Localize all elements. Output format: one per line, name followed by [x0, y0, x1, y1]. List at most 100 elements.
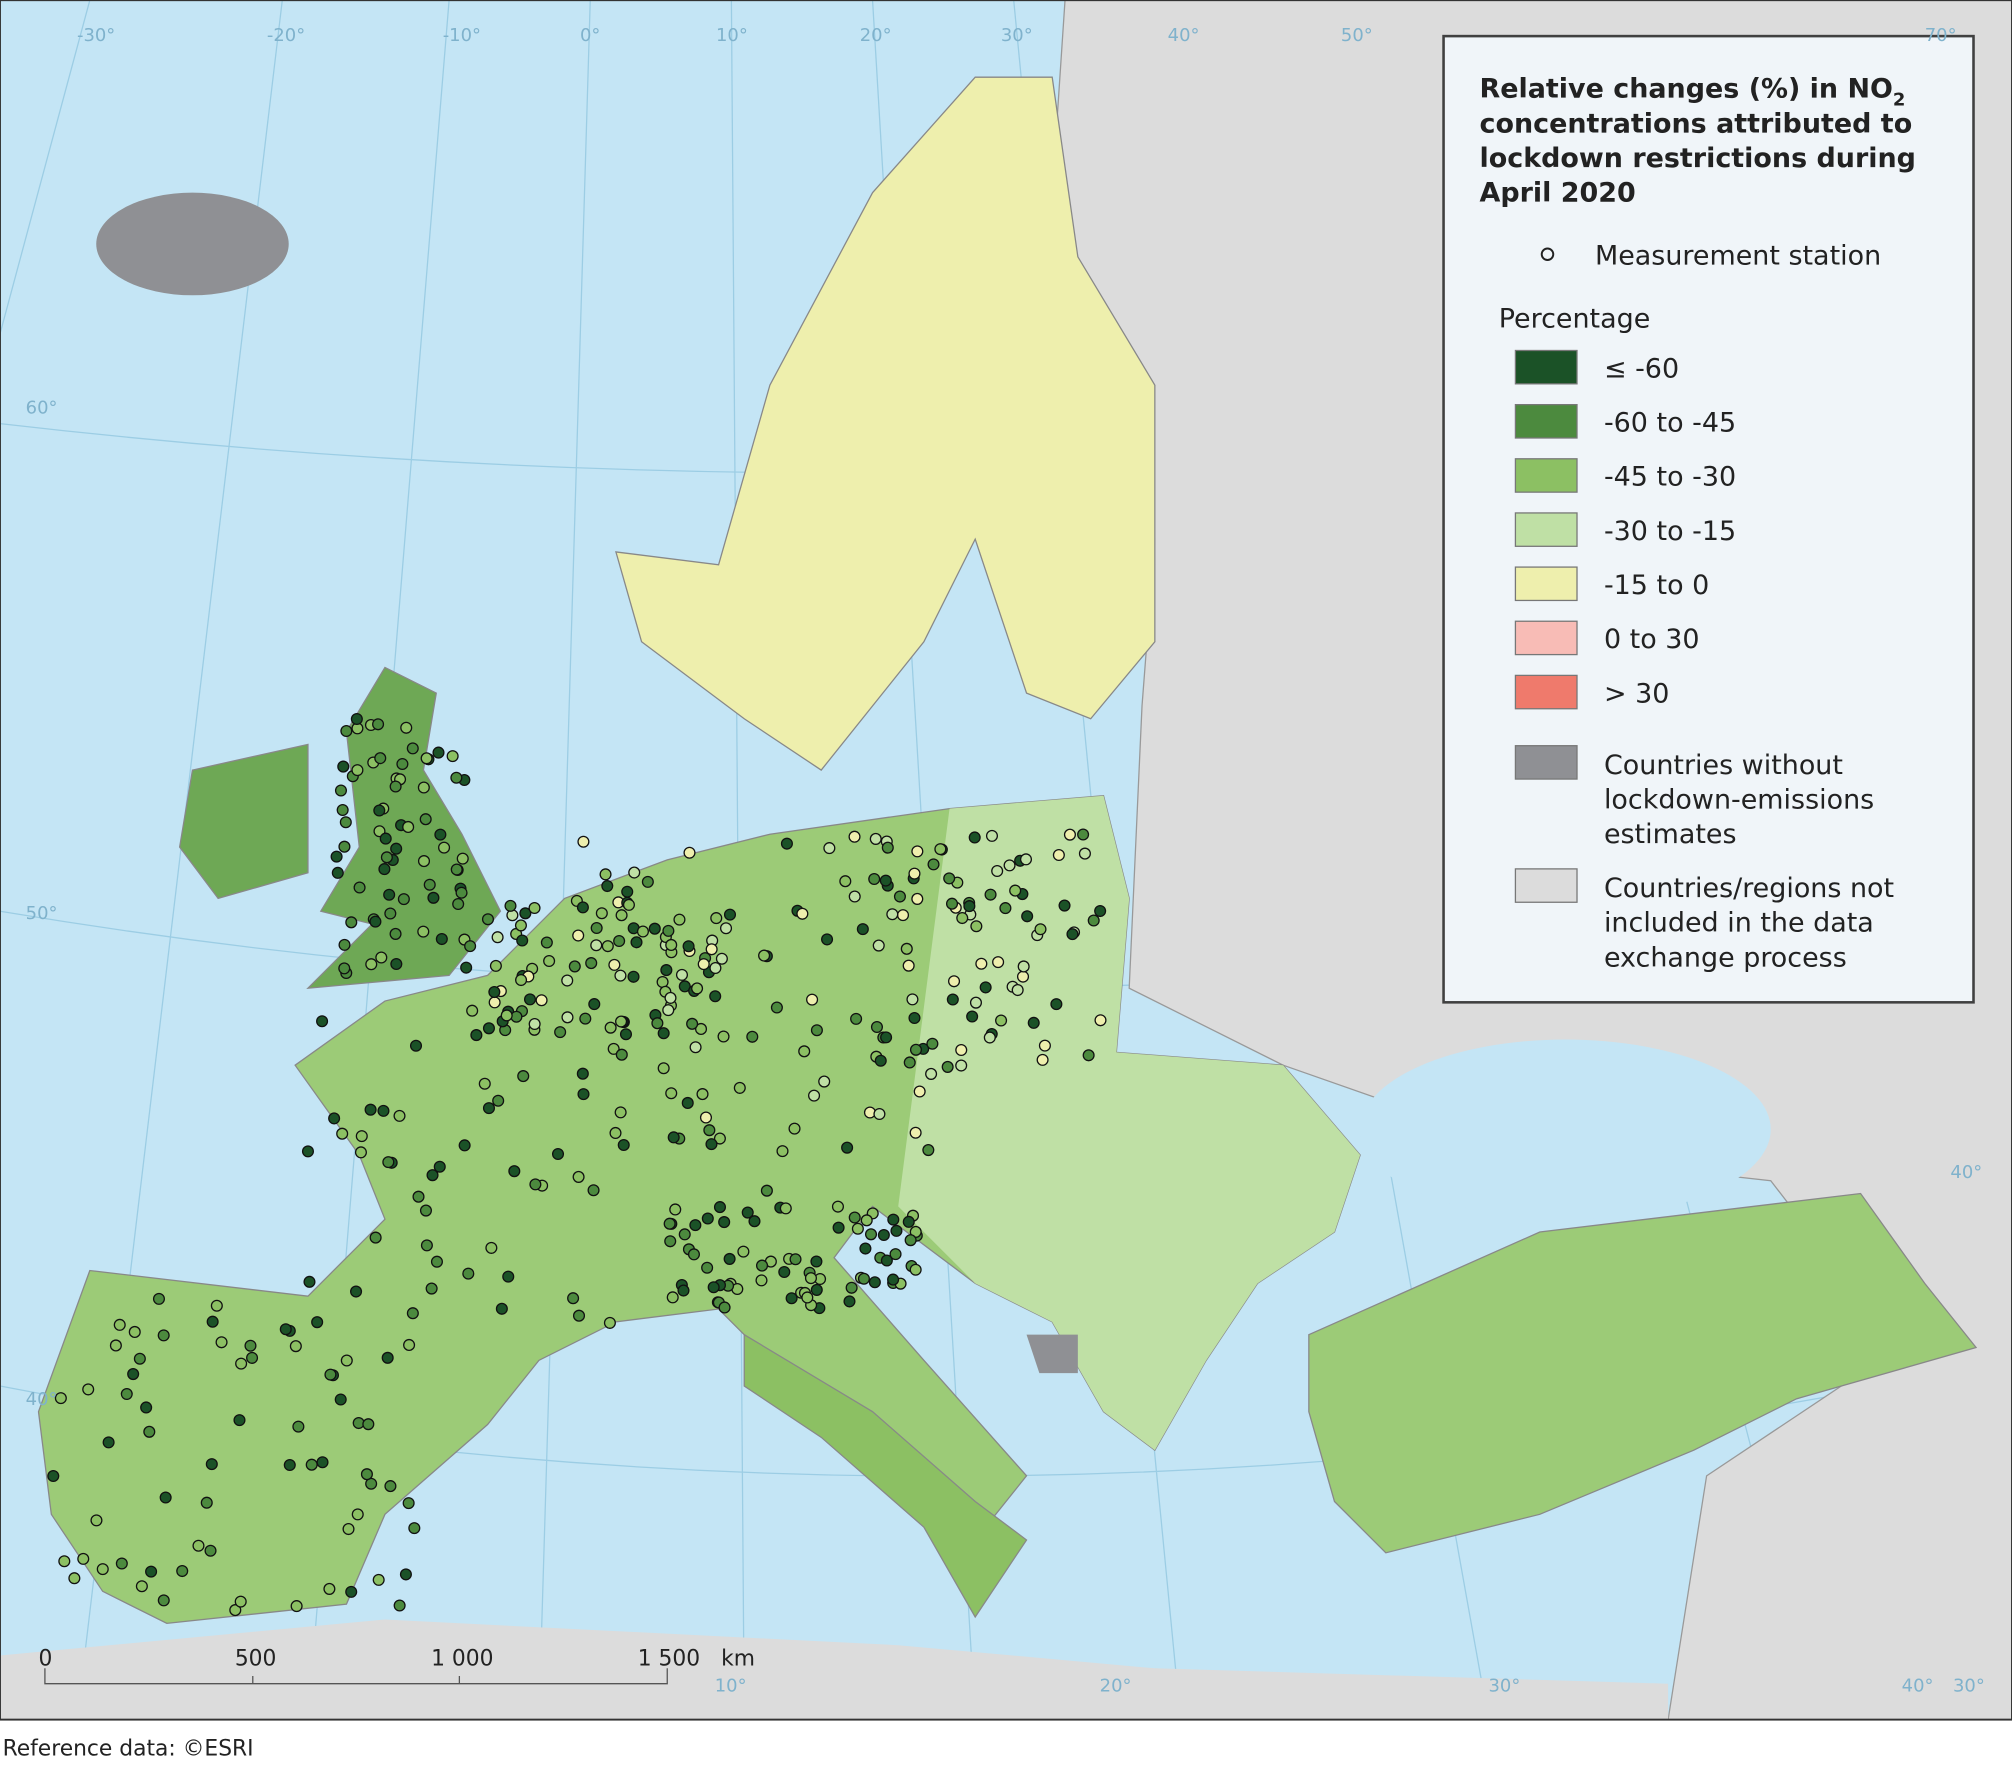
station	[615, 909, 628, 922]
legend-title-line: lockdown restrictions during	[1479, 143, 1915, 174]
station	[279, 1323, 292, 1336]
italy	[743, 1333, 1028, 1619]
station	[113, 1318, 126, 1331]
station	[991, 864, 1004, 878]
station	[678, 1228, 691, 1241]
station	[419, 1204, 432, 1217]
station	[481, 913, 495, 926]
station	[345, 1585, 358, 1598]
station	[1078, 847, 1091, 860]
station	[689, 1041, 702, 1054]
station	[157, 1329, 170, 1342]
legend-label: included in the data	[1604, 908, 1874, 939]
station	[381, 1351, 394, 1364]
station	[955, 1059, 968, 1072]
station	[338, 840, 351, 853]
station	[673, 913, 686, 926]
station	[342, 1523, 355, 1536]
station	[389, 927, 402, 940]
station	[82, 1383, 95, 1396]
station	[393, 1109, 406, 1122]
station	[963, 900, 976, 913]
station	[664, 1235, 677, 1248]
station	[561, 1011, 574, 1024]
station	[567, 1292, 580, 1305]
station	[1009, 884, 1022, 897]
station	[1038, 1039, 1051, 1052]
station	[941, 1060, 954, 1073]
station	[889, 1248, 902, 1261]
labels: -30° -20° -10° 0° 10° 20° 30° 40° 50° 70° 60° 50° 40…	[26, 25, 1985, 1696]
station	[662, 1004, 675, 1017]
station	[390, 842, 403, 855]
station	[406, 742, 419, 755]
station	[128, 1325, 141, 1338]
station	[922, 1144, 935, 1157]
legend-swatch	[1514, 403, 1578, 439]
station	[925, 1067, 938, 1080]
station	[808, 1089, 821, 1102]
station	[554, 1026, 567, 1039]
station	[881, 841, 894, 854]
station	[1036, 1053, 1049, 1066]
station	[323, 1582, 336, 1595]
station	[374, 752, 387, 765]
station	[903, 1056, 916, 1069]
station	[450, 771, 463, 784]
station	[311, 1316, 324, 1329]
station	[607, 1042, 620, 1055]
legend-label: -30 to -15	[1604, 516, 1736, 547]
legend-swatch	[1514, 512, 1578, 547]
station	[1019, 853, 1033, 866]
station	[516, 934, 529, 947]
station	[669, 1203, 682, 1216]
station	[821, 933, 834, 946]
station	[430, 1255, 443, 1268]
station	[665, 1087, 678, 1100]
station	[360, 1468, 373, 1481]
station	[577, 835, 590, 848]
graticule-label: 10°	[715, 1675, 747, 1696]
station	[140, 1401, 153, 1414]
station	[1094, 1014, 1107, 1027]
station	[205, 1458, 218, 1471]
station	[595, 907, 608, 920]
station	[432, 746, 445, 759]
station	[1011, 984, 1024, 997]
station	[913, 1085, 926, 1098]
station	[504, 899, 517, 912]
graticule-label: 20°	[860, 25, 892, 46]
station	[869, 832, 882, 845]
station	[396, 757, 409, 771]
station	[244, 1339, 257, 1352]
station	[995, 1014, 1008, 1027]
station	[351, 764, 364, 777]
station	[614, 969, 627, 982]
station	[902, 959, 915, 972]
station	[926, 1037, 939, 1050]
legend-label: exchange process	[1604, 942, 1847, 973]
station	[397, 893, 410, 906]
legend-swatch	[1514, 458, 1578, 493]
station	[456, 852, 469, 865]
station	[330, 850, 343, 863]
station	[615, 1048, 628, 1061]
station	[102, 1436, 115, 1449]
station	[956, 912, 969, 925]
station	[576, 1067, 589, 1080]
station	[909, 1263, 922, 1276]
station	[417, 781, 430, 794]
station	[796, 907, 809, 920]
station	[354, 1146, 367, 1159]
station	[246, 1351, 259, 1364]
scale-label: 0	[38, 1647, 52, 1672]
station	[535, 994, 548, 1007]
station	[337, 760, 350, 773]
station	[662, 924, 675, 937]
title-text: Relative changes (%) in NO	[1479, 74, 1892, 105]
station	[687, 1248, 700, 1261]
station	[324, 1368, 337, 1381]
station	[455, 886, 468, 899]
legend-title: Relative changes (%) in NO2	[1479, 74, 1905, 111]
station	[517, 1070, 530, 1083]
